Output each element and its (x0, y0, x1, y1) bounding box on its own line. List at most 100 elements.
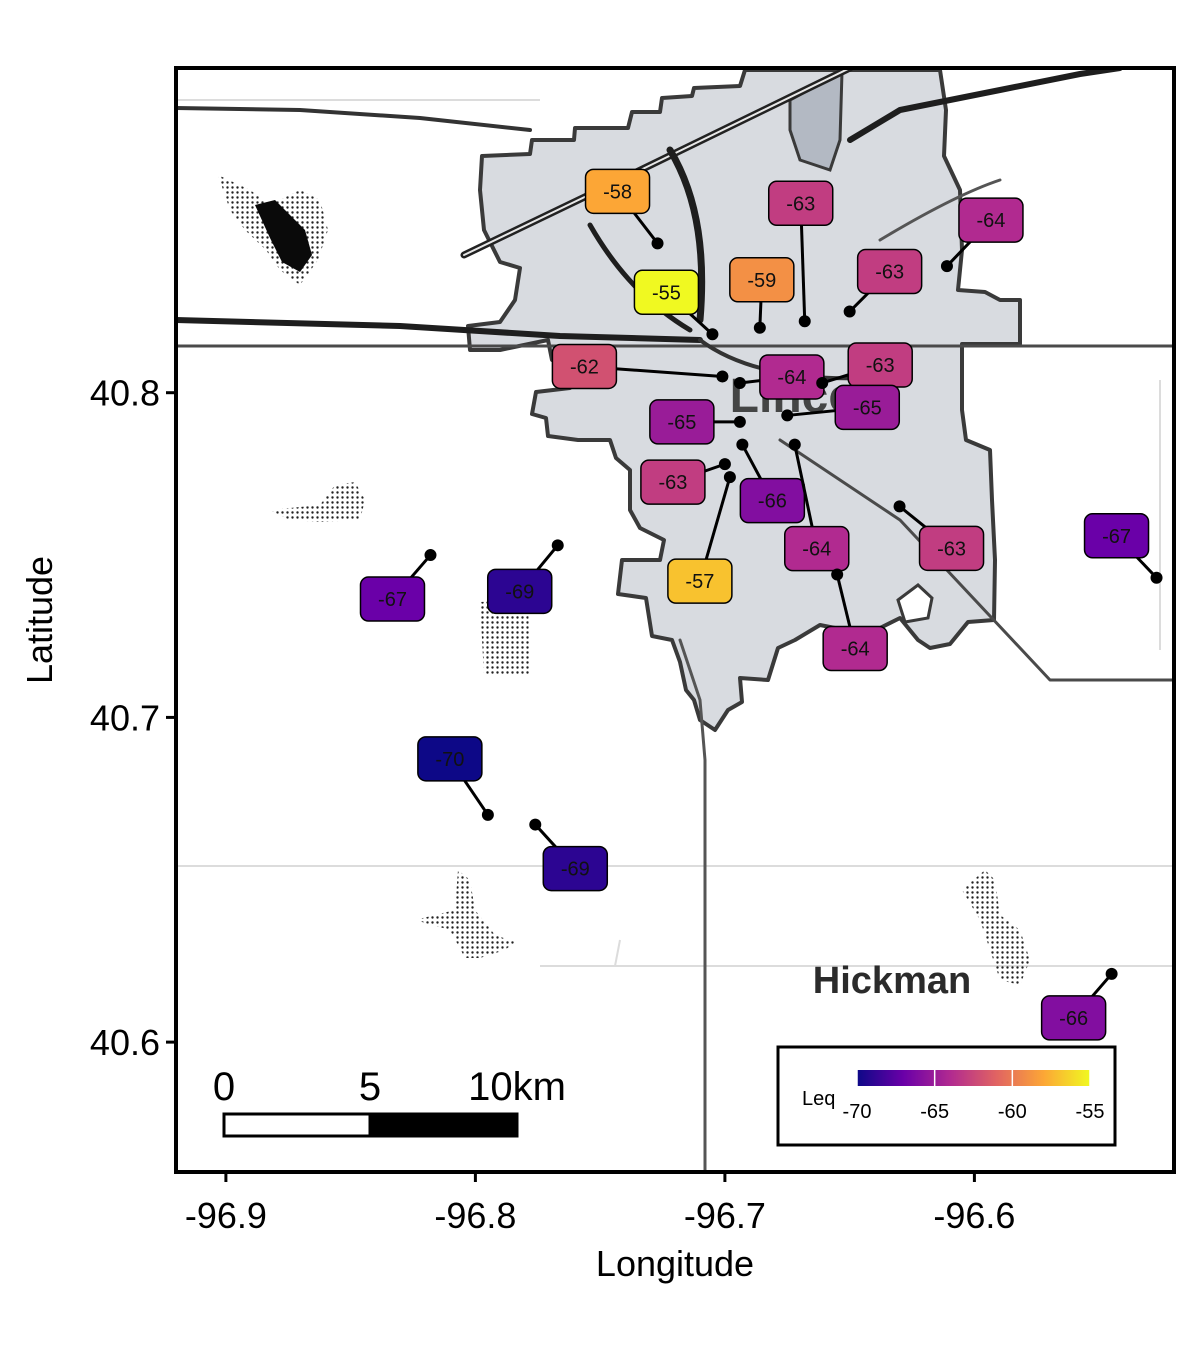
scale-bar-label-0: 0 (213, 1065, 235, 1109)
point-marker (706, 328, 719, 341)
point-label-box (759, 354, 825, 400)
point-label-value: -62 (570, 356, 599, 378)
point-marker (893, 500, 906, 513)
point-marker (831, 568, 844, 581)
measurement-point: -63 (767, 180, 834, 328)
x-axis-title: Longitude (596, 1243, 754, 1284)
scale-bar-label-5: 5 (359, 1065, 381, 1109)
axis-ticks: -96.9 -96.8 -96.7 -96.6 40.6 40.7 40.8 (90, 373, 1016, 1236)
point-label-box (856, 248, 923, 295)
point-label-value: -64 (802, 539, 831, 561)
point-label-value: -57 (685, 571, 714, 593)
point-marker (716, 370, 729, 383)
point-label-box (918, 525, 985, 572)
x-tick-label: -96.9 (185, 1195, 267, 1236)
minor-roads (176, 99, 1174, 967)
scale-bar-white-segment (222, 1112, 372, 1138)
measurement-point: -64 (822, 568, 888, 672)
measurement-point: -63 (816, 342, 913, 389)
legend-tick-label: -65 (920, 1101, 949, 1123)
point-marker (529, 818, 542, 831)
point-label-value: -67 (1102, 526, 1131, 548)
measurement-point: -69 (486, 539, 564, 615)
measurement-point: -67 (1083, 513, 1163, 584)
point-label-value: -58 (603, 181, 632, 203)
legend-colorbar (857, 1070, 1090, 1086)
legend-tick-label: -60 (998, 1101, 1027, 1123)
basemap: Lincoln Hickman (176, 68, 1174, 1172)
measurement-point: -66 (1040, 967, 1118, 1041)
point-marker (736, 438, 749, 451)
y-axis-title: Latitude (19, 556, 60, 684)
point-label-value: -64 (841, 639, 870, 661)
measurement-point: -55 (633, 269, 719, 341)
point-label-box (1040, 995, 1107, 1041)
point-label-value: -67 (378, 589, 407, 611)
point-label-box (784, 525, 850, 572)
point-marker (788, 438, 801, 451)
point-label-value: -55 (652, 282, 681, 304)
measurement-point: -59 (729, 257, 795, 334)
point-label-box (584, 168, 651, 215)
legend-tick-label: -70 (843, 1101, 872, 1123)
point-label-box (767, 180, 834, 227)
x-tick-label: -96.6 (933, 1195, 1015, 1236)
measurement-point: -64 (784, 438, 850, 572)
point-marker (718, 458, 731, 471)
point-label-box (633, 269, 700, 316)
point-marker (424, 549, 437, 562)
scale-bar: 0 5 10km (213, 1065, 566, 1138)
y-tick-label: 40.6 (90, 1022, 160, 1063)
point-marker (1105, 967, 1118, 980)
point-label-value: -69 (505, 581, 534, 603)
dark-lake (255, 200, 312, 272)
x-tick-label: -96.7 (684, 1195, 766, 1236)
measurement-point: -58 (584, 168, 664, 250)
point-label-box (417, 736, 483, 782)
scale-bar-black-segment (368, 1112, 519, 1138)
measurement-point: -69 (529, 818, 609, 892)
point-label-value: -66 (758, 491, 787, 513)
legend-ticks: -70 -65 -60 -55 (843, 1070, 1104, 1123)
point-marker (816, 376, 829, 389)
point-marker (940, 260, 953, 273)
point-label-value: -65 (853, 397, 882, 419)
point-label-box (542, 845, 609, 892)
point-marker (753, 321, 766, 334)
point-label-value: -65 (667, 412, 696, 434)
point-label-box (1083, 513, 1150, 559)
measurement-point: -67 (359, 549, 437, 622)
point-label-value: -59 (747, 270, 776, 292)
point-label-box (649, 399, 715, 445)
point-label-value: -70 (435, 749, 464, 771)
point-label-box (640, 459, 706, 505)
point-marker (481, 808, 494, 821)
measurement-point: -63 (640, 458, 731, 505)
measurement-point: -63 (843, 248, 923, 318)
measurement-point: -65 (649, 399, 746, 445)
point-marker (798, 315, 811, 328)
point-label-box (729, 257, 795, 303)
point-label-value: -63 (866, 355, 895, 377)
measurement-point: -65 (781, 384, 901, 431)
measurement-point: -70 (417, 736, 494, 821)
point-label-box (834, 384, 901, 431)
legend-title: Leq (802, 1088, 835, 1110)
point-label-value: -66 (1059, 1008, 1088, 1030)
point-marker (1150, 571, 1163, 584)
scale-bar-label-10km: 10km (468, 1065, 566, 1109)
y-tick-label: 40.8 (90, 373, 160, 414)
point-label-value: -69 (561, 859, 590, 881)
point-marker (781, 409, 794, 422)
measurement-point: -62 (551, 343, 729, 390)
point-label-box (667, 558, 733, 604)
point-marker (551, 539, 564, 552)
point-marker (733, 376, 746, 389)
point-label-value: -63 (875, 262, 904, 284)
measurement-points: -58 -63 -64 -63 -59 -55 -62 -64 -63 -65 -65 -66 -63 -… (359, 168, 1163, 1041)
measurement-point: -64 (940, 197, 1024, 273)
point-marker (651, 237, 664, 250)
point-label-value: -63 (937, 538, 966, 560)
point-label-value: -63 (786, 193, 815, 215)
